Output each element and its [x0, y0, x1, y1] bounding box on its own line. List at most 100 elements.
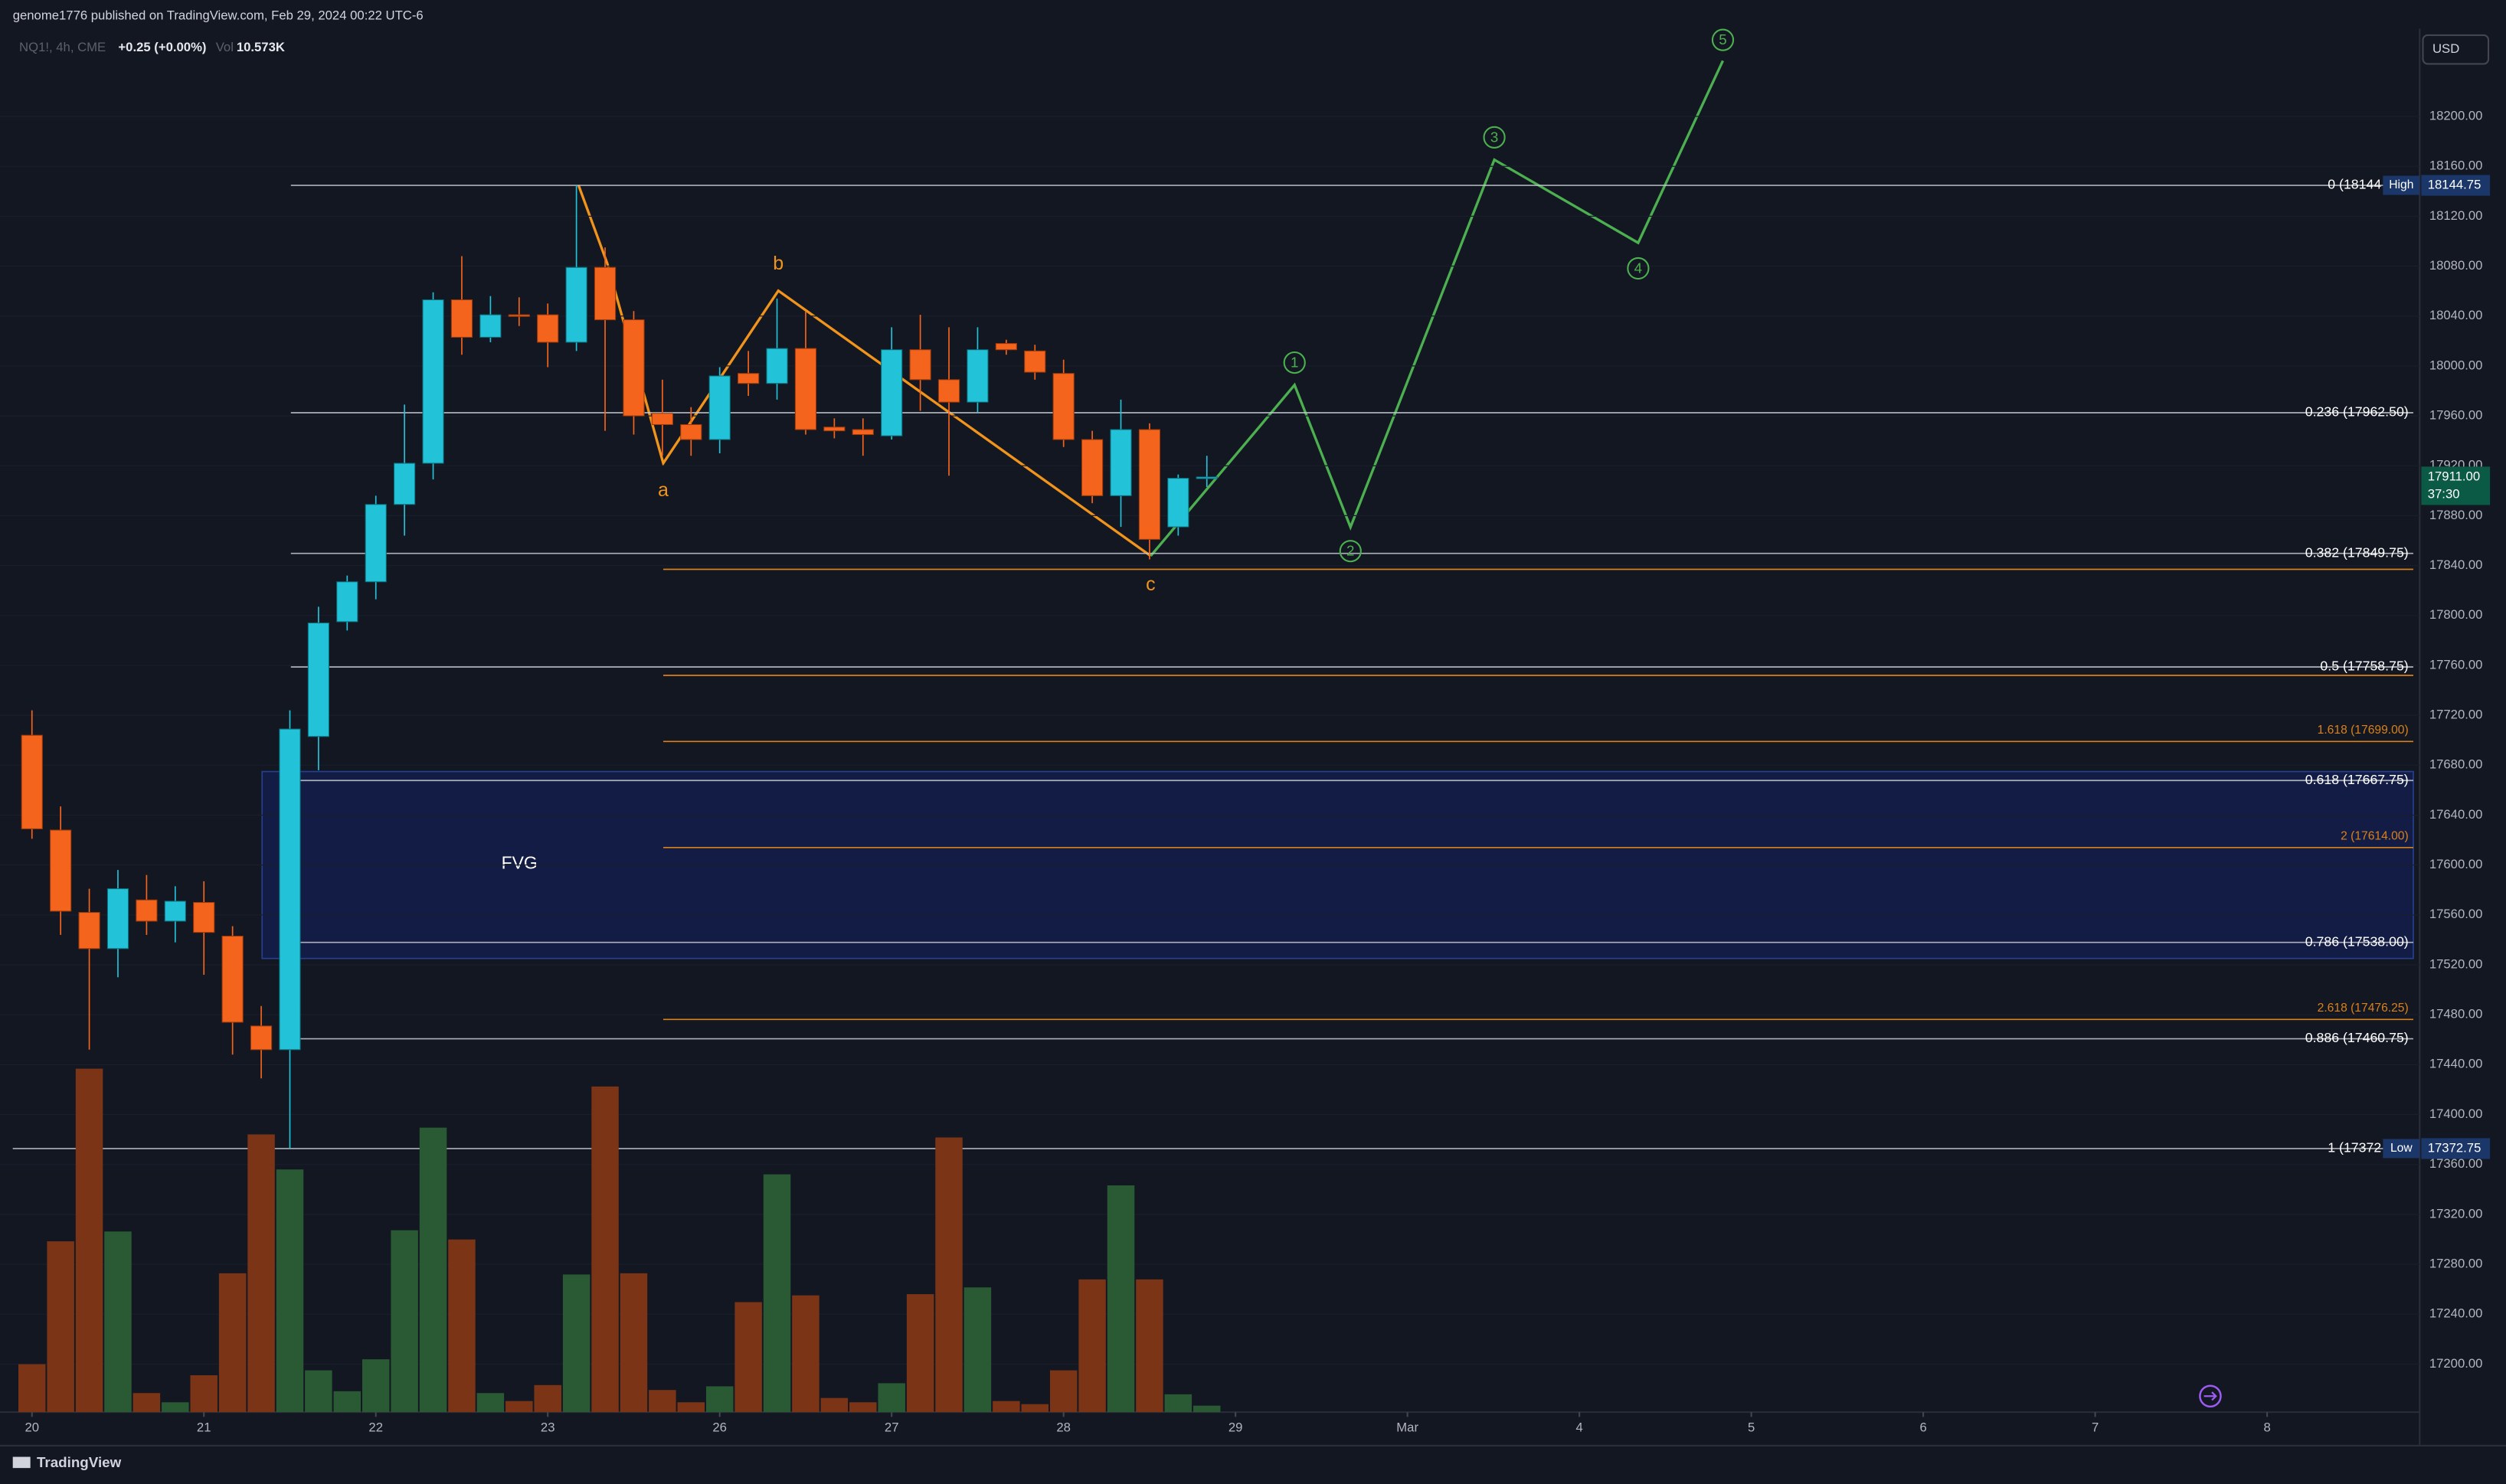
x-tick-label: 20 [25, 1420, 39, 1434]
wave-label: c [1146, 574, 1156, 595]
candle-body [279, 728, 301, 1051]
volume-bar [734, 1302, 762, 1413]
candle-body [1024, 350, 1046, 373]
candle-body [1196, 476, 1218, 479]
candle-body [623, 319, 645, 417]
volume-bar [763, 1174, 791, 1413]
candle-body [1052, 373, 1075, 440]
header: genome1776 published on TradingView.com,… [13, 8, 424, 22]
volume-bar [1164, 1394, 1192, 1413]
candle-body [21, 734, 43, 829]
volume-bar [75, 1068, 103, 1413]
wave-label: b [773, 253, 784, 274]
volume-bar [162, 1402, 189, 1413]
volume-bar [705, 1386, 734, 1413]
price-badge: High [2389, 178, 2413, 191]
volume-bar [1136, 1279, 1163, 1413]
x-tick-label: 4 [1576, 1420, 1583, 1434]
candle-body [1138, 429, 1161, 540]
x-tick-label: 23 [541, 1420, 555, 1434]
x-tick-label: 8 [2263, 1420, 2270, 1434]
y-tick-label: 17320.00 [2429, 1206, 2483, 1221]
y-tick-label: 17960.00 [2429, 407, 2483, 422]
volume-bar [993, 1401, 1020, 1413]
candle-body [852, 429, 874, 436]
fib-label: 0.236 (17962.50) [2305, 404, 2409, 420]
price-tag: 18144.75 [2428, 177, 2481, 191]
volume-bar [305, 1370, 332, 1413]
price-tag-bg [2421, 1138, 2491, 1159]
y-tick-label: 17520.00 [2429, 956, 2483, 971]
candle-body [537, 314, 559, 343]
volume-bar [1193, 1405, 1221, 1413]
y-tick-label: 17600.00 [2429, 857, 2483, 871]
fib-label: 0.5 (17758.75) [2320, 659, 2408, 674]
candle-body [766, 348, 788, 384]
extension-label: 2.618 (17476.25) [2318, 1002, 2409, 1015]
fvg-label: FVG [502, 853, 538, 873]
y-tick-label: 17480.00 [2429, 1007, 2483, 1021]
volume-bar [792, 1295, 820, 1413]
x-tick-label: 26 [712, 1420, 727, 1434]
wave-label: a [658, 479, 669, 501]
candle-body [995, 343, 1017, 351]
volume-bar [276, 1169, 304, 1413]
candle-body [78, 912, 100, 950]
wave-circle [1283, 351, 1306, 374]
volume-bar [562, 1274, 591, 1413]
volume-bar [849, 1402, 877, 1413]
fib-label: 0.382 (17849.75) [2305, 544, 2409, 560]
candle-body [221, 936, 244, 1023]
fib-label: 0.618 (17667.75) [2305, 772, 2409, 787]
x-tick-label: 27 [885, 1420, 899, 1434]
candle-body [164, 901, 186, 922]
abc-wave [577, 185, 1152, 557]
wave-circle [1711, 28, 1735, 51]
candle-body [479, 314, 502, 338]
price-tag-bg [2421, 466, 2491, 505]
candle-body [422, 299, 444, 464]
candle-body [823, 427, 846, 432]
volume-bar [47, 1241, 74, 1413]
x-tick-label: 5 [1748, 1420, 1755, 1434]
candle-body [1081, 439, 1104, 496]
y-tick-label: 17200.00 [2429, 1356, 2483, 1371]
wave-circle [1339, 540, 1362, 563]
volume-bar [505, 1401, 533, 1413]
candle-body [250, 1025, 273, 1051]
candle-body [738, 373, 760, 384]
y-tick-label: 17840.00 [2429, 557, 2483, 572]
y-tick-label: 18200.00 [2429, 108, 2483, 123]
replay-icon[interactable] [2199, 1384, 2222, 1408]
volume-bar [362, 1359, 390, 1413]
y-tick-label: 18080.00 [2429, 258, 2483, 273]
wave-label: 3 [1490, 129, 1498, 145]
volume-bar [820, 1397, 849, 1413]
candle-body [450, 299, 473, 338]
candle-body [909, 349, 931, 381]
replay-arrow [2203, 1391, 2217, 1401]
y-tick-label: 17400.00 [2429, 1106, 2483, 1121]
volume-bar [247, 1134, 275, 1413]
candle-body [967, 349, 989, 403]
volume-bar [333, 1391, 362, 1413]
volume-bar [476, 1393, 505, 1413]
y-tick-label: 17800.00 [2429, 607, 2483, 622]
fib-label: 0.786 (17538.00) [2305, 933, 2409, 949]
price-badge-bg [2383, 175, 2420, 195]
volume-bar [190, 1374, 218, 1413]
wave-circle [1627, 257, 1650, 280]
currency-button[interactable] [2422, 34, 2490, 65]
x-tick-label: Mar [1396, 1420, 1418, 1434]
volume-bar [18, 1364, 46, 1413]
impulse-wave [1150, 60, 1725, 557]
extension-label: 1.618 (17699.00) [2318, 724, 2409, 737]
currency[interactable]: USD [2432, 41, 2459, 56]
x-tick-label: 7 [2092, 1420, 2099, 1434]
volume-bar [963, 1287, 992, 1413]
volume-bar [132, 1393, 161, 1413]
y-tick-label: 17880.00 [2429, 508, 2483, 522]
fib-label: 1 (17372 [2328, 1140, 2381, 1155]
